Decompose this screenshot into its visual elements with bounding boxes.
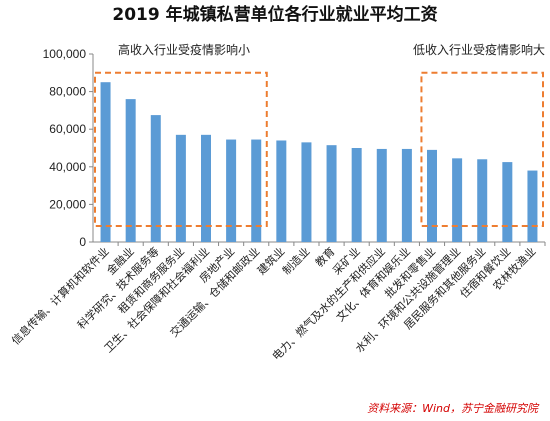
bar [326, 145, 337, 242]
bar [527, 170, 538, 242]
bar [427, 149, 437, 242]
y-tick-label: 20,000 [49, 197, 86, 211]
bar [175, 134, 186, 242]
bar [100, 82, 111, 242]
y-tick-label: 80,000 [49, 85, 86, 99]
x-tick-label: 信息传输、计算机和软件业 [8, 244, 111, 347]
bar [477, 159, 488, 242]
bars [100, 82, 538, 243]
bar [452, 158, 463, 242]
bar [276, 140, 287, 242]
bar [401, 148, 412, 242]
bar [226, 139, 237, 242]
low-income-box [420, 71, 545, 228]
bar [301, 142, 312, 242]
high-income-box [94, 71, 268, 228]
bar [502, 162, 513, 242]
y-tick-label: 60,000 [49, 122, 86, 136]
annotation-boxes [94, 71, 545, 228]
annotation-low-income: 低收入行业受疫情影响大 [413, 42, 545, 57]
bar [150, 115, 161, 242]
chart-title: 2019 年城镇私营单位各行业就业平均工资 [112, 4, 437, 25]
y-axis: 0 20,000 40,000 60,000 80,000 100,000 [43, 47, 545, 249]
x-tick-label: 制造业 [279, 244, 312, 277]
x-tick-label: 建筑业 [254, 244, 287, 277]
y-tick-label: 40,000 [49, 160, 86, 174]
annotation-high-income: 高收入行业受疫情影响小 [118, 42, 250, 57]
y-tick-label: 100,000 [43, 47, 87, 61]
bar [376, 148, 387, 242]
bar [125, 99, 136, 243]
bar [201, 134, 211, 242]
source-note: 资料来源：Wind，苏宁金融研究院 [367, 402, 540, 415]
x-axis-labels: 信息传输、计算机和软件业金融业科学研究、技术服务等租赁和商务服务业卫生、社会保障… [8, 242, 546, 363]
bar [251, 139, 262, 242]
bar [351, 148, 362, 242]
y-tick-label: 0 [79, 235, 86, 249]
